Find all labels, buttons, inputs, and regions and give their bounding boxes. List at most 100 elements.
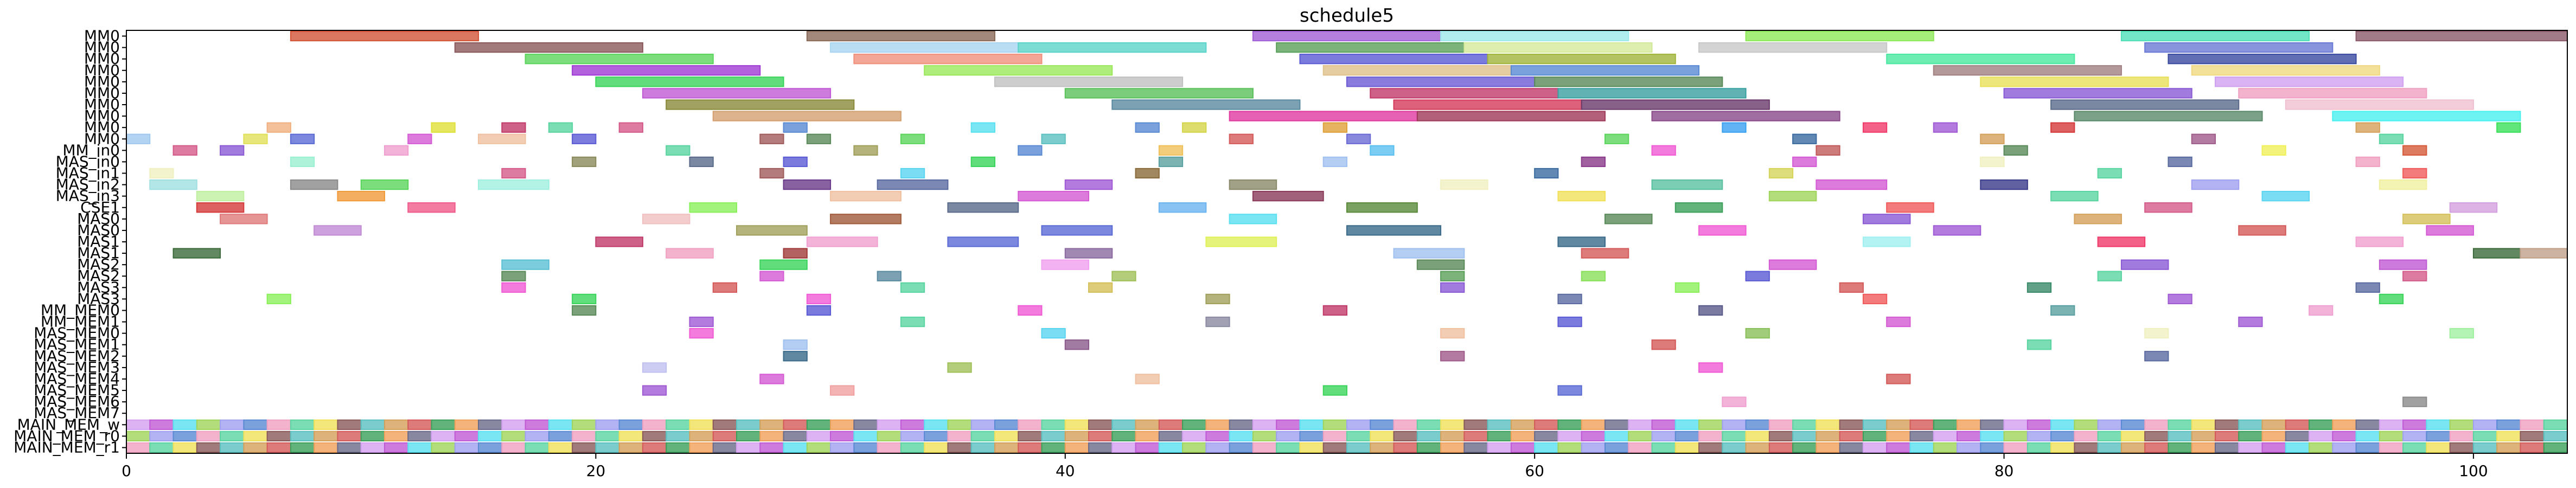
task-bar — [1722, 122, 1747, 133]
mem-bar — [2285, 419, 2310, 430]
task-bar — [947, 362, 972, 373]
mem-bar — [2097, 431, 2122, 442]
mem-bar — [1018, 442, 1043, 453]
mem-bar — [1111, 431, 1136, 442]
mem-bar — [407, 419, 432, 430]
mem-bar — [478, 442, 503, 453]
task-bar — [501, 122, 526, 133]
mem-bar — [360, 419, 385, 430]
task-bar — [1698, 362, 1723, 373]
task-bar — [2144, 351, 2169, 362]
mem-bar — [1463, 419, 1488, 430]
bars-layer — [126, 30, 2568, 453]
mem-bar — [149, 419, 174, 430]
task-bar — [2144, 42, 2334, 53]
mem-bar — [2144, 442, 2169, 453]
mem-bar — [1182, 419, 1207, 430]
mem-bar — [2472, 419, 2498, 430]
mem-bar — [666, 431, 691, 442]
mem-bar — [759, 442, 784, 453]
y-tick-label: MAS_MEM3 — [34, 358, 120, 376]
task-bar — [2050, 305, 2075, 316]
task-bar — [1158, 145, 1184, 156]
mem-bar — [1158, 431, 1184, 442]
task-bar — [149, 179, 197, 190]
mem-bar — [1839, 442, 1864, 453]
y-tick-label: MM0 — [84, 50, 120, 68]
y-tick-label: MM0 — [84, 27, 120, 45]
mem-bar — [618, 442, 643, 453]
mem-bar — [2520, 431, 2545, 442]
mem-bar — [1745, 442, 1770, 453]
task-bar — [1229, 214, 1277, 224]
mem-bar — [407, 442, 432, 453]
mem-bar — [1698, 442, 1723, 453]
task-bar — [2144, 202, 2193, 213]
mem-bar — [900, 442, 925, 453]
y-tick-label: MM0 — [84, 61, 120, 79]
task-bar — [1322, 156, 1347, 168]
task-bar — [149, 168, 174, 179]
mem-bar — [2355, 442, 2380, 453]
mem-bar — [1839, 419, 1864, 430]
mem-bar — [1252, 442, 1277, 453]
y-tick-label: MAS3 — [77, 290, 120, 307]
mem-bar — [2027, 431, 2052, 442]
task-bar — [1440, 351, 1465, 362]
task-bar — [1557, 293, 1582, 305]
mem-bar — [1322, 442, 1347, 453]
mem-bar — [1651, 419, 1676, 430]
mem-bar — [2120, 442, 2146, 453]
mem-bar — [2426, 442, 2451, 453]
task-bar — [572, 156, 597, 168]
y-tick-label: MAS2 — [77, 267, 120, 285]
mem-bar — [1581, 419, 1606, 430]
mem-bar — [924, 419, 949, 430]
task-bar — [2238, 316, 2263, 328]
task-bar — [2191, 133, 2216, 144]
mem-bar — [172, 419, 197, 430]
mem-bar — [383, 442, 409, 453]
task-bar — [900, 168, 925, 179]
task-bar — [1440, 282, 1465, 293]
y-tick-label: MM0 — [84, 73, 120, 91]
task-bar — [1088, 282, 1113, 293]
task-bar — [970, 122, 995, 133]
task-bar — [1933, 65, 2122, 76]
task-bar — [1862, 214, 1911, 224]
mem-bar — [2449, 442, 2474, 453]
mem-bar — [642, 442, 667, 453]
task-bar — [243, 133, 268, 144]
task-bar — [2238, 225, 2286, 236]
task-bar — [1816, 179, 1888, 190]
task-bar — [1041, 328, 1066, 339]
mem-bar — [1322, 431, 1347, 442]
task-bar — [2120, 30, 2310, 42]
y-tick-label: MAS_MEM1 — [34, 336, 120, 354]
mem-bar — [2402, 431, 2427, 442]
task-bar — [478, 133, 526, 144]
task-bar — [783, 351, 808, 362]
task-bar — [266, 122, 291, 133]
mem-bar — [1816, 442, 1840, 453]
plot-frame — [126, 30, 2568, 454]
mem-bar — [853, 419, 878, 430]
mem-bar — [1980, 442, 2005, 453]
task-bar — [1018, 191, 1090, 202]
mem-bar — [1041, 431, 1066, 442]
mem-bar — [759, 431, 784, 442]
mem-bar — [2144, 419, 2169, 430]
task-bar — [1440, 271, 1465, 281]
mem-bar — [1182, 431, 1207, 442]
task-bar — [2402, 168, 2427, 179]
task-bar — [1980, 156, 2005, 168]
mem-bar — [689, 419, 714, 430]
mem-bar — [2191, 431, 2216, 442]
mem-bar — [243, 419, 268, 430]
task-bar — [642, 385, 667, 396]
task-bar — [1393, 248, 1465, 259]
mem-bar — [712, 442, 737, 453]
task-bar — [877, 271, 902, 281]
task-bar — [196, 191, 245, 202]
mem-bar — [2074, 442, 2099, 453]
